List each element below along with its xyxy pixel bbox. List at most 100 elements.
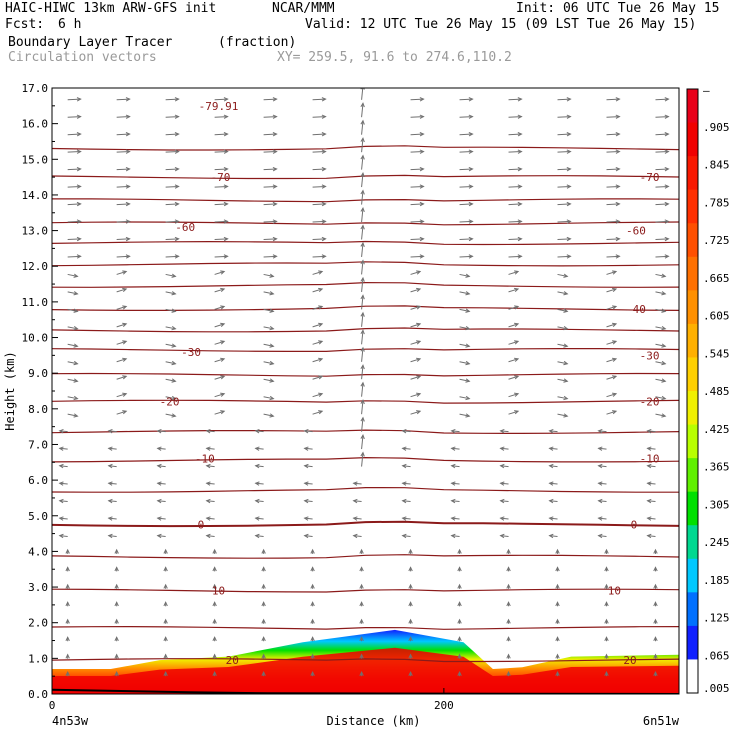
circulation-vector	[548, 533, 558, 539]
circulation-vector	[459, 201, 474, 207]
circulation-vector	[499, 463, 509, 469]
circulation-vector	[410, 236, 425, 242]
temperature-contour	[52, 348, 679, 352]
circulation-vector	[116, 305, 128, 310]
circulation-vector	[410, 201, 425, 207]
contour-label: -30	[640, 349, 660, 362]
circulation-vector	[506, 583, 511, 589]
colorbar-label: .005	[703, 682, 730, 695]
circulation-vector	[653, 601, 658, 607]
colorbar-label: .485	[703, 385, 730, 398]
circulation-vector	[506, 653, 511, 659]
circulation-vector	[163, 583, 168, 589]
circulation-vector	[450, 498, 460, 504]
circulation-vector	[114, 636, 119, 642]
circulation-vector	[410, 270, 422, 275]
circulation-vector	[604, 601, 609, 607]
circulation-vector	[653, 566, 658, 572]
circulation-vector	[65, 548, 70, 554]
circulation-vector	[410, 132, 425, 137]
circulation-vector	[58, 446, 68, 451]
circulation-vector	[261, 618, 266, 624]
circulation-vector	[557, 378, 569, 383]
circulation-vector	[604, 566, 609, 572]
circulation-vector	[303, 533, 313, 539]
circulation-vector	[116, 236, 131, 242]
circulation-vector	[557, 273, 569, 278]
circulation-vector	[163, 601, 168, 607]
circulation-vector	[655, 378, 667, 383]
circulation-vector	[261, 583, 266, 589]
circulation-vector	[459, 236, 474, 242]
circulation-vector	[303, 498, 313, 504]
circulation-vector	[165, 291, 177, 296]
circulation-vector	[360, 206, 365, 223]
y-tick-label: 12.0	[22, 260, 49, 273]
circulation-vector	[508, 166, 523, 172]
circulation-vector	[655, 254, 670, 259]
circulation-vector	[508, 410, 520, 415]
circulation-vector	[606, 270, 618, 275]
circulation-vector	[457, 566, 462, 572]
circulation-vector	[263, 201, 278, 207]
circulation-vector	[508, 97, 523, 102]
circulation-vector	[263, 166, 278, 172]
xy-range: XY= 259.5, 91.6 to 274.6,110.2	[277, 50, 512, 65]
circulation-vector	[352, 498, 362, 504]
circulation-vector	[646, 533, 656, 539]
circulation-vector	[408, 653, 413, 659]
circulation-vector	[508, 305, 520, 310]
colorbar-swatch	[687, 189, 698, 224]
circulation-vector	[312, 322, 324, 328]
circulation-vector	[214, 114, 229, 119]
circulation-vector	[606, 236, 621, 242]
circulation-vector	[212, 653, 217, 659]
temperature-contour	[52, 456, 679, 463]
circulation-vector	[555, 548, 560, 554]
circulation-vector	[165, 114, 180, 119]
contour-label: -10	[195, 453, 215, 466]
temperature-contour	[52, 327, 679, 333]
circulation-vector	[604, 548, 609, 554]
circulation-vector	[499, 428, 509, 434]
circulation-vector	[360, 364, 365, 380]
circulation-vector	[67, 184, 82, 189]
circulation-vector	[165, 166, 180, 172]
circulation-vector	[165, 236, 180, 242]
circulation-vector	[165, 132, 180, 137]
circulation-vector	[508, 340, 520, 345]
y-tick-label: 8.0	[28, 403, 48, 416]
circulation-vector	[508, 392, 520, 398]
circulation-vector	[410, 375, 422, 380]
circulation-vector	[263, 308, 275, 313]
circulation-vector	[457, 618, 462, 624]
circulation-vector	[261, 653, 266, 659]
y-tick-label: 13.0	[22, 225, 49, 238]
circulation-vector	[163, 548, 168, 554]
colorbar-frame	[686, 88, 699, 694]
colorbar-label: .065	[703, 649, 730, 662]
circulation-vector	[303, 446, 313, 451]
circulation-vector	[165, 184, 180, 189]
circulation-vector	[655, 308, 667, 313]
circulation-vector	[312, 340, 324, 345]
colorbar-swatch	[687, 558, 698, 593]
contour-label: 10	[212, 585, 225, 598]
circulation-vector	[360, 434, 365, 450]
circulation-vector	[310, 548, 315, 554]
circulation-vector	[410, 97, 425, 102]
circulation-vector	[205, 463, 215, 469]
circulation-vector	[655, 132, 670, 137]
circulation-vector	[67, 254, 82, 259]
circulation-vector	[214, 201, 229, 207]
circulation-vector	[312, 114, 327, 119]
circulation-vector	[597, 533, 607, 539]
colorbar-swatch	[687, 156, 698, 191]
temperature-contour	[52, 174, 679, 180]
circulation-vector	[263, 132, 278, 137]
colorbar-swatch	[687, 659, 698, 694]
circulation-vector	[352, 481, 362, 486]
circulation-vector	[508, 270, 520, 275]
circulation-vector	[508, 149, 523, 154]
circulation-vector	[312, 184, 327, 189]
